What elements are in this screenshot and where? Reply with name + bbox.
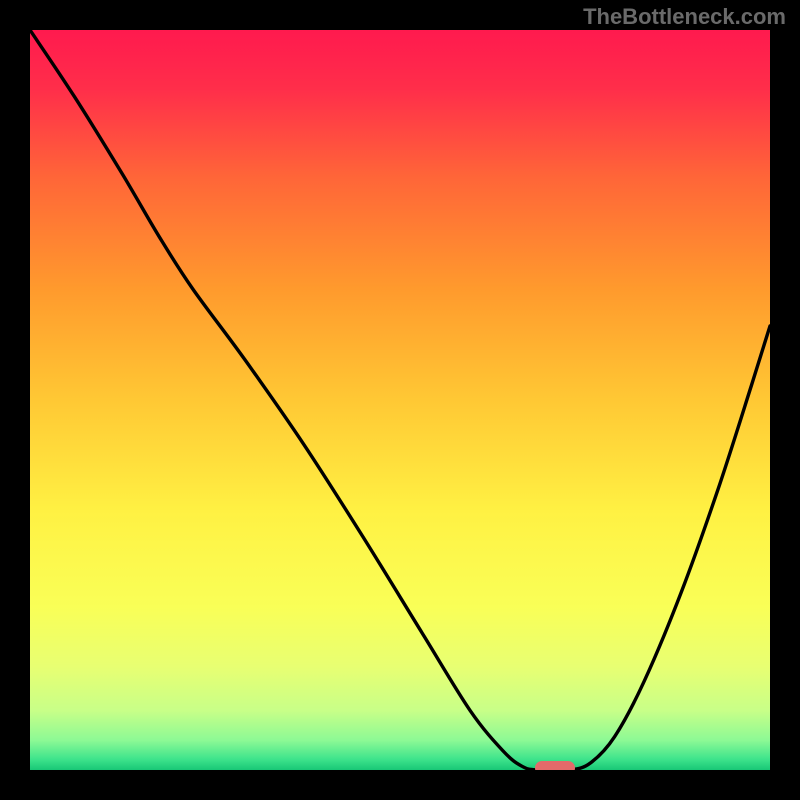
chart-container: TheBottleneck.com [0,0,800,800]
optimal-marker [535,761,575,770]
plot-area [30,30,770,770]
curve-svg [30,30,770,770]
watermark-text: TheBottleneck.com [583,4,786,30]
bottleneck-curve [30,30,770,770]
